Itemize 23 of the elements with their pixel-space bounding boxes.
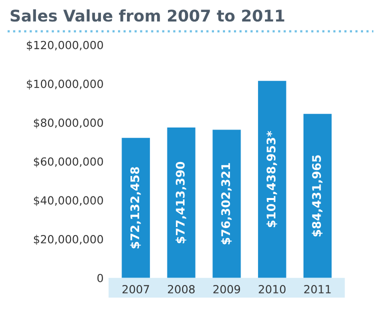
x-tick-label: 2007 <box>122 285 150 294</box>
y-tick-label: $120,000,000 <box>26 40 103 51</box>
chart-title: Sales Value from 2007 to 2011 <box>10 9 284 22</box>
data-label: $76,302,321 <box>220 163 232 244</box>
x-tick-label: 2008 <box>168 285 195 294</box>
data-label: $72,132,458 <box>130 167 141 248</box>
x-tick-label: 2009 <box>213 285 240 294</box>
x-tick-label: 2011 <box>304 285 331 294</box>
y-tick-label: $20,000,000 <box>34 234 103 245</box>
y-tick-label: 0 <box>97 274 103 282</box>
bar <box>122 138 150 278</box>
bar <box>167 128 196 278</box>
y-tick-label: $60,000,000 <box>34 157 103 168</box>
bar <box>212 130 241 278</box>
data-label: $77,413,390 <box>176 162 186 244</box>
data-label: $101,438,953* <box>266 130 278 228</box>
bar <box>258 80 286 278</box>
data-label: $84,431,965 <box>312 155 323 236</box>
y-tick-label: $80,000,000 <box>34 118 103 128</box>
y-tick-label: $100,000,000 <box>26 79 103 90</box>
bar <box>303 114 332 278</box>
y-tick-label: $40,000,000 <box>34 196 103 206</box>
x-tick-label: 2010 <box>258 285 286 294</box>
